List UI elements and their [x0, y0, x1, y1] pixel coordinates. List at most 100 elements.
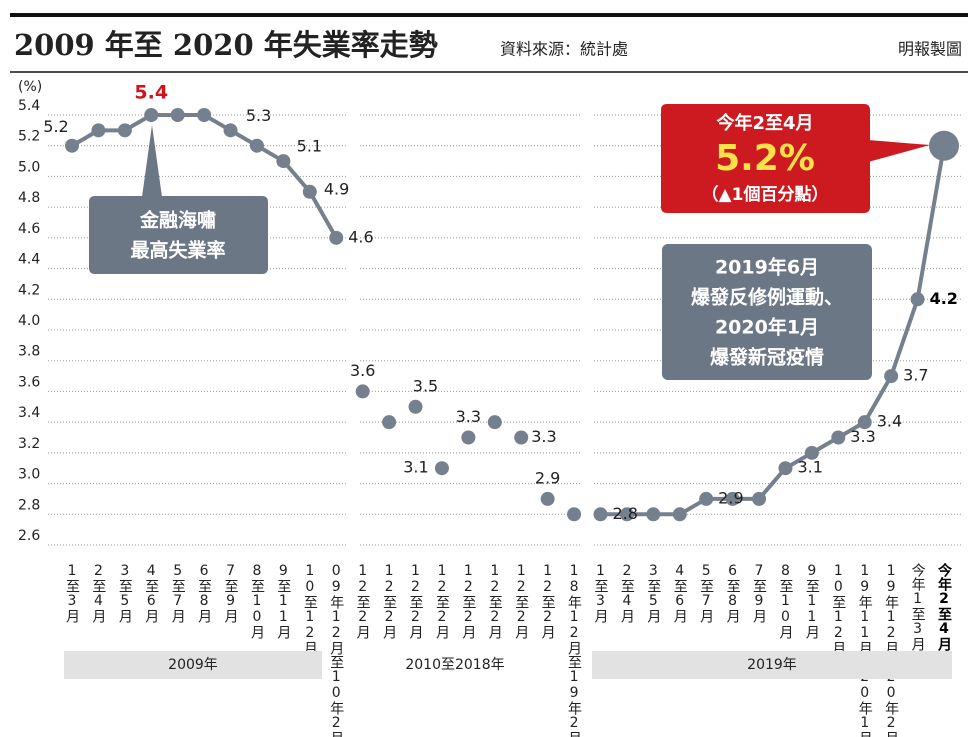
x-tick-label: 12至2月 — [434, 563, 450, 640]
y-tick-label: 4.0 — [18, 313, 40, 329]
x-tick-label: 12至2月 — [487, 563, 503, 640]
data-label: 5.1 — [297, 137, 322, 156]
x-tick-label: 2至4月 — [619, 563, 635, 624]
data-label: 3.7 — [903, 366, 928, 385]
x-tick-label: 19年12月至20年2月 — [883, 563, 899, 737]
point — [355, 384, 370, 399]
data-label: 4.6 — [348, 227, 373, 246]
x-tick-label: 今年2至4月 — [936, 562, 953, 652]
point — [672, 507, 687, 522]
point — [646, 507, 661, 522]
annotation: （▲1個百分點） — [702, 184, 829, 205]
data-label: 2.9 — [535, 468, 560, 487]
x-tick-label: 09年12月至10年2月 — [328, 563, 344, 737]
chart-title: 2009 年至 2020 年失業率走勢 — [14, 28, 438, 62]
callout-box — [662, 244, 872, 380]
point — [302, 184, 317, 199]
point — [197, 108, 212, 122]
data-label: 3.3 — [531, 427, 556, 446]
callout-box — [89, 125, 268, 274]
annotation: 金融海嘯 — [139, 209, 216, 232]
data-label: 3.1 — [797, 458, 822, 477]
x-tick-label: 10至12月 — [302, 563, 318, 656]
point — [725, 491, 740, 506]
y-tick-label: 3.4 — [18, 405, 40, 421]
group-label: 2010至2018年 — [405, 657, 504, 673]
point — [117, 123, 132, 138]
data-label: 4.9 — [324, 179, 349, 198]
point — [461, 430, 476, 445]
x-tick-label: 7至9月 — [751, 563, 767, 624]
y-tick-label: 4.4 — [18, 252, 40, 268]
point — [223, 123, 238, 138]
top-rule — [10, 13, 968, 17]
data-label: 5.3 — [246, 106, 271, 125]
group-label: 2009年 — [168, 657, 218, 673]
point — [434, 461, 449, 476]
x-tick-label: 1至3月 — [592, 563, 608, 624]
x-tick-label: 5至7月 — [170, 563, 186, 624]
point — [857, 415, 872, 430]
point — [540, 491, 555, 506]
y-axis-label: (%) — [18, 79, 42, 95]
x-tick-label: 12至2月 — [408, 563, 424, 640]
point — [91, 123, 106, 138]
x-tick-label: 19年11月至20年1月 — [857, 563, 873, 737]
point — [65, 138, 79, 153]
y-tick-label: 5.0 — [18, 159, 40, 175]
x-tick-label: 12至2月 — [355, 563, 371, 640]
data-label: 4.2 — [930, 289, 958, 308]
x-tick-label: 4至6月 — [143, 563, 159, 624]
group-band — [352, 651, 558, 679]
x-tick-label: 8至10月 — [777, 563, 793, 640]
data-label: 3.3 — [456, 407, 481, 426]
x-tick-label: 6至8月 — [196, 563, 212, 624]
x-tick-label: 10至12月 — [830, 563, 846, 656]
point — [329, 230, 344, 245]
point — [929, 130, 959, 161]
point — [884, 369, 899, 384]
annotation: 2020年1月 — [715, 316, 819, 339]
y-tick-label: 3.6 — [18, 374, 40, 390]
y-tick-label: 4.8 — [18, 190, 40, 206]
x-tick-label: 8至10月 — [249, 563, 265, 640]
data-label: 2.8 — [612, 504, 637, 523]
group-band — [64, 651, 322, 679]
x-tick-label: 2至4月 — [90, 563, 106, 624]
x-tick-label: 12至2月 — [381, 563, 397, 640]
y-tick-label: 3.2 — [18, 436, 40, 452]
data-label: 3.5 — [413, 376, 438, 395]
x-tick-label: 9至11月 — [804, 563, 820, 640]
point — [593, 507, 608, 522]
point — [514, 430, 529, 445]
point — [778, 461, 793, 476]
x-tick-label: 7至9月 — [223, 563, 239, 624]
callout-box — [661, 104, 930, 213]
x-tick-label: 4至6月 — [672, 563, 688, 624]
gap — [346, 95, 358, 555]
point — [752, 491, 767, 506]
point — [804, 445, 819, 460]
point — [276, 154, 291, 169]
y-tick-label: 2.6 — [18, 528, 40, 544]
x-tick-label: 18年12月至19年2月 — [566, 563, 582, 737]
source: 資料來源：統計處 — [500, 40, 628, 59]
gap — [580, 95, 592, 555]
data-label: 3.4 — [877, 412, 902, 431]
y-tick-label: 2.8 — [18, 497, 40, 513]
point — [170, 108, 185, 122]
data-label: 2.9 — [718, 488, 743, 507]
annotation: 5.2% — [715, 138, 815, 179]
data-label: 3.1 — [403, 458, 428, 477]
x-tick-label: 3至5月 — [117, 563, 133, 624]
point — [487, 415, 502, 430]
data-label: 3.3 — [850, 427, 875, 446]
x-tick-label: 9至11月 — [275, 563, 291, 640]
data-label: 5.2 — [43, 117, 68, 136]
annotation: 爆發反修例運動、 — [691, 286, 843, 309]
x-tick-label: 12至2月 — [513, 563, 529, 640]
point — [144, 108, 159, 122]
point — [699, 491, 714, 506]
y-tick-label: 4.2 — [18, 282, 40, 298]
